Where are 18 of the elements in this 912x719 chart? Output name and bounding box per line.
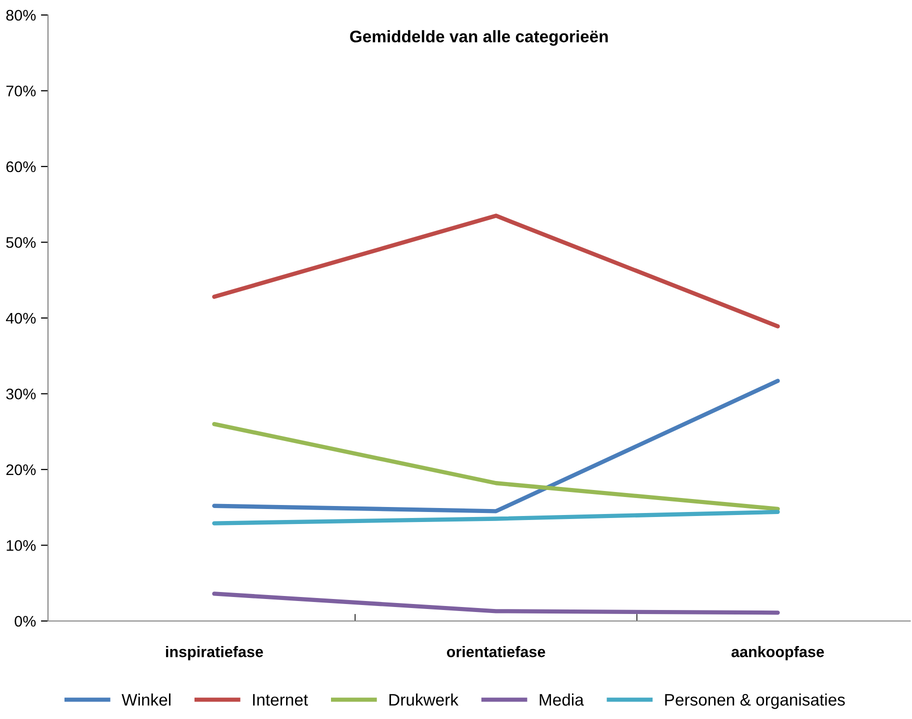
text: Gemiddelde van alle categorieën [350, 30, 608, 46]
legend-label: Media [540, 693, 584, 706]
y-tick-label: 0% [14, 616, 36, 627]
y-tick-label: 30% [6, 388, 36, 400]
y-tick-label: 50% [6, 237, 36, 248]
y-tick-label: 40% [6, 312, 36, 324]
y-tick-label: 70% [6, 86, 36, 96]
legend-label: Drukwerk [389, 693, 458, 706]
legend-label: Internet [253, 694, 308, 706]
x-tick-label: aankoopfase [732, 646, 824, 660]
y-tick-label: 20% [6, 464, 36, 476]
x-tick-label: orientatiefase [446, 646, 546, 658]
x-tick-label: inspiratiefase [166, 646, 263, 660]
y-tick-label: 60% [6, 161, 36, 172]
y-tick-label: 80% [6, 10, 36, 21]
legend-label: Personen & organisaties [665, 693, 845, 709]
legend-label: Winkel [122, 693, 170, 706]
y-tick-label: 10% [6, 540, 36, 551]
